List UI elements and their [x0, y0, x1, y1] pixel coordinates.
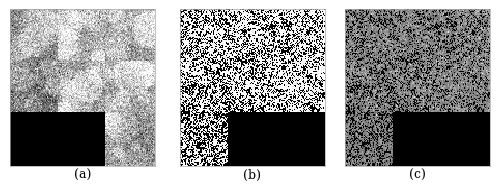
- Text: (a): (a): [74, 169, 91, 182]
- Text: (c): (c): [409, 169, 426, 182]
- Text: (b): (b): [244, 169, 262, 182]
